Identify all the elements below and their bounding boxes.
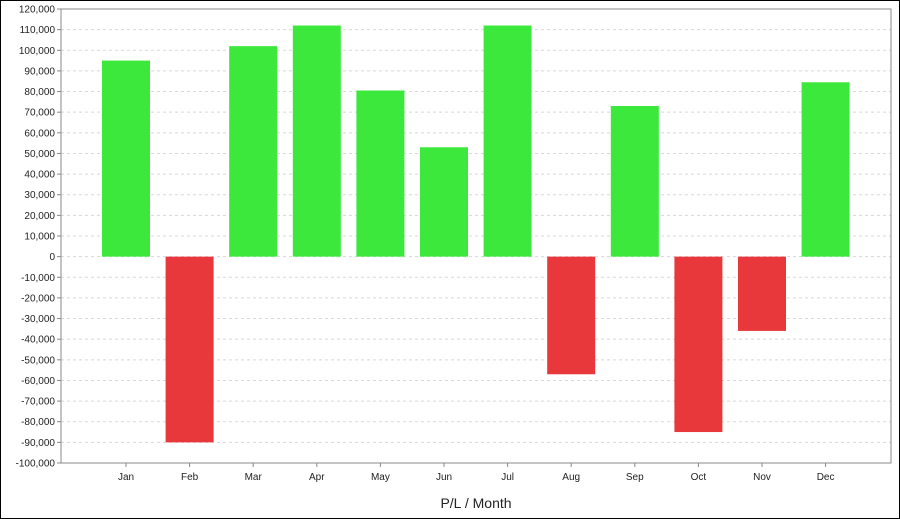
x-tick-label: May bbox=[371, 472, 390, 483]
bars bbox=[102, 25, 850, 443]
x-tick-label: Jul bbox=[501, 472, 514, 483]
y-tick-label: -20,000 bbox=[21, 293, 55, 304]
y-tick-label: 20,000 bbox=[24, 211, 55, 222]
y-tick-label: 30,000 bbox=[24, 190, 55, 201]
bar-jun bbox=[420, 147, 468, 257]
y-tick-label: 70,000 bbox=[24, 108, 55, 119]
x-tick-label: Apr bbox=[309, 472, 325, 483]
bar-apr bbox=[292, 25, 341, 257]
bar-feb bbox=[165, 256, 214, 443]
bar-jan bbox=[102, 60, 150, 257]
y-tick-label: -80,000 bbox=[21, 417, 55, 428]
y-tick-label: 50,000 bbox=[24, 149, 55, 160]
x-tick-label: Mar bbox=[245, 472, 263, 483]
bar-oct bbox=[674, 256, 723, 433]
y-tick-label: 80,000 bbox=[24, 87, 55, 98]
y-tick-label: 90,000 bbox=[24, 66, 55, 77]
bar-jul bbox=[483, 25, 532, 257]
y-tick-label: 0 bbox=[49, 252, 55, 263]
x-tick-label: Nov bbox=[753, 472, 771, 483]
x-axis-ticks: Jan Feb Mar Apr May Jun Jul Aug Sep Oct Nov Dec bbox=[118, 463, 835, 483]
y-axis-ticks: -100,000 -90,000 -80,000 -70,000 -60,000 -50,… bbox=[16, 5, 61, 470]
y-tick-label: -90,000 bbox=[21, 438, 55, 449]
y-tick-label: -10,000 bbox=[21, 273, 55, 284]
x-tick-label: Oct bbox=[691, 472, 707, 483]
x-tick-label: Aug bbox=[562, 472, 580, 483]
x-tick-label: Feb bbox=[181, 472, 199, 483]
y-tick-label: 100,000 bbox=[19, 46, 56, 57]
x-tick-label: Jun bbox=[436, 472, 452, 483]
bar-may bbox=[356, 90, 405, 257]
y-tick-label: 110,000 bbox=[20, 25, 56, 36]
y-tick-label: -70,000 bbox=[21, 397, 55, 408]
x-axis-label: P/L / Month bbox=[440, 495, 511, 511]
y-tick-label: -50,000 bbox=[21, 355, 55, 366]
bar-aug bbox=[547, 256, 596, 375]
y-tick-label: -30,000 bbox=[21, 314, 55, 325]
y-tick-label: 40,000 bbox=[24, 170, 55, 181]
bar-dec bbox=[801, 82, 850, 257]
bar-mar bbox=[229, 46, 278, 257]
x-tick-label: Jan bbox=[118, 472, 134, 483]
x-tick-label: Dec bbox=[817, 472, 835, 483]
x-tick-label: Sep bbox=[626, 472, 644, 483]
y-tick-label: 120,000 bbox=[19, 5, 56, 16]
y-tick-label: -40,000 bbox=[21, 335, 55, 346]
y-tick-label: 10,000 bbox=[24, 232, 55, 243]
y-tick-label: -100,000 bbox=[16, 459, 56, 470]
plot-area-border bbox=[60, 8, 892, 464]
bar-nov bbox=[738, 256, 786, 331]
y-tick-label: -60,000 bbox=[21, 376, 55, 387]
y-tick-label: 60,000 bbox=[24, 128, 55, 139]
bar-sep bbox=[610, 105, 659, 257]
